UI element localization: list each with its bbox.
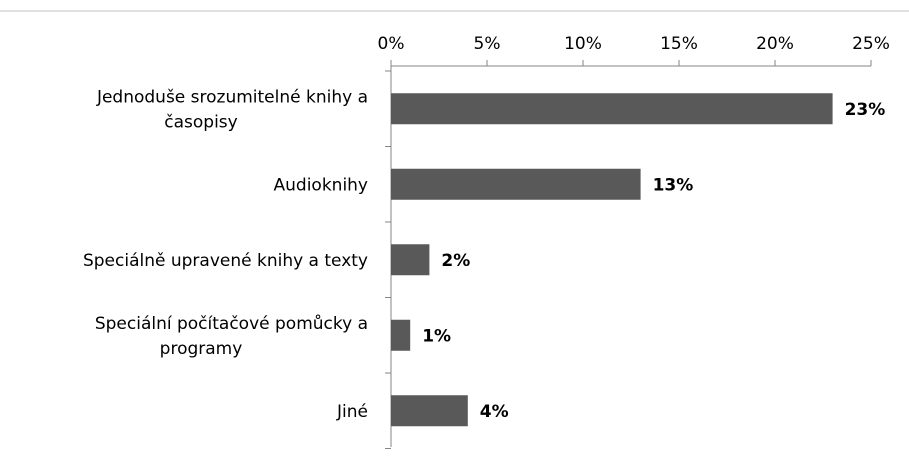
category-label-line: časopisy <box>164 112 237 132</box>
bars <box>391 93 833 427</box>
data-labels: 23% 13% 2% 1% 4% <box>422 100 885 422</box>
x-axis: 0% 5% 10% 15% 20% 25% <box>378 34 890 67</box>
data-label: 13% <box>653 175 694 195</box>
category-label: Speciální počítačové pomůcky a programy <box>95 314 368 359</box>
data-label: 1% <box>422 326 451 346</box>
category-label: Jednoduše srozumitelné knihy a časopisy <box>96 87 368 132</box>
x-tick-label: 15% <box>660 34 698 54</box>
data-label: 2% <box>441 251 470 271</box>
bar <box>391 244 430 276</box>
x-tick-label: 25% <box>852 34 890 54</box>
category-label-line: Jiné <box>336 402 368 422</box>
data-label: 23% <box>845 100 886 120</box>
data-label: 4% <box>480 402 509 422</box>
bar <box>391 168 641 200</box>
y-axis <box>385 66 392 449</box>
category-label-line: Speciální počítačové pomůcky a <box>95 314 368 334</box>
x-tick-label: 20% <box>756 34 794 54</box>
category-label: Speciálně upravené knihy a texty <box>83 251 368 271</box>
category-label: Audioknihy <box>274 175 369 195</box>
bar <box>391 395 468 427</box>
bar <box>391 93 833 125</box>
category-label-line: Audioknihy <box>274 175 369 195</box>
category-label-line: Jednoduše srozumitelné knihy a <box>96 87 368 107</box>
category-labels: Jednoduše srozumitelné knihy a časopisy Au… <box>83 87 368 422</box>
category-label-line: Speciálně upravené knihy a texty <box>83 251 368 271</box>
x-tick-label: 5% <box>474 34 501 54</box>
category-label: Jiné <box>336 402 368 422</box>
x-tick-label: 0% <box>378 34 405 54</box>
bar <box>391 319 411 351</box>
x-tick-label: 10% <box>564 34 602 54</box>
category-label-line: programy <box>160 339 243 359</box>
